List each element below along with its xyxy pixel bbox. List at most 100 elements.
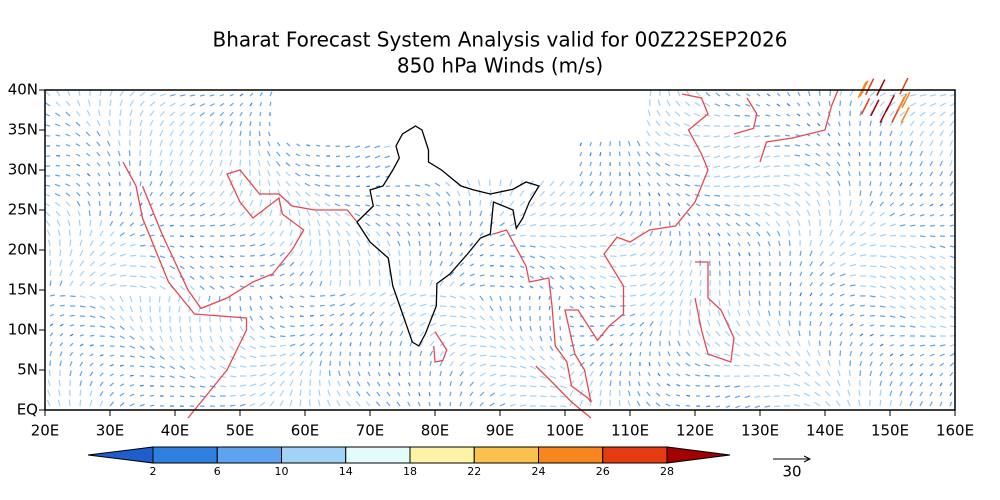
wind-vector — [219, 385, 226, 388]
wind-vector — [68, 399, 71, 407]
wind-vector — [139, 139, 142, 147]
wind-vector — [785, 124, 791, 127]
wind-vector — [649, 272, 657, 277]
wind-vector — [344, 212, 351, 217]
wind-vector — [239, 384, 247, 387]
wind-vector — [75, 153, 81, 157]
wind-vector — [879, 371, 883, 377]
wind-vector — [859, 370, 862, 377]
wind-vector — [339, 322, 344, 327]
wind-vector — [807, 91, 811, 97]
wind-vector — [879, 92, 886, 97]
wind-vector — [229, 190, 235, 197]
wind-vector — [398, 372, 401, 377]
wind-vector — [529, 335, 534, 342]
wind-vector — [399, 330, 404, 337]
wind-vector — [249, 221, 256, 227]
wind-vector — [829, 302, 834, 307]
wind-vector — [683, 154, 691, 157]
wind-vector — [199, 191, 205, 197]
wind-vector — [723, 185, 731, 188]
wind-vector — [159, 191, 164, 197]
wind-vector — [334, 203, 341, 207]
wind-vector — [326, 399, 331, 407]
wind-vector — [297, 209, 301, 217]
wind-vector — [797, 91, 801, 97]
wind-vector — [169, 365, 175, 370]
colorbar-cell — [409, 446, 475, 464]
wind-vector — [694, 102, 701, 107]
wind-vector — [753, 203, 761, 207]
wind-vector — [437, 211, 441, 217]
lon-label: 140E — [806, 422, 844, 440]
wind-vector — [685, 362, 691, 367]
wind-vector — [929, 94, 937, 97]
wind-vector — [609, 222, 616, 227]
wind-vector — [97, 109, 101, 117]
wind-vector — [296, 143, 301, 147]
wind-vector — [657, 372, 661, 377]
wind-vector — [469, 325, 477, 329]
wind-vector — [139, 129, 142, 137]
wind-vector — [59, 342, 64, 347]
wind-vector — [139, 100, 145, 107]
wind-vector — [909, 372, 914, 377]
wind-vector — [319, 249, 322, 257]
wind-vector — [766, 320, 771, 327]
wind-vector — [699, 279, 702, 287]
wind-vector — [199, 255, 204, 259]
wind-vector — [939, 192, 944, 197]
wind-vector — [315, 210, 321, 217]
wind-vector — [579, 295, 585, 300]
wind-vector — [169, 375, 175, 379]
wind-vector — [295, 153, 301, 157]
wind-vector — [276, 180, 281, 187]
wind-vector — [449, 261, 454, 267]
wind-vector — [365, 222, 371, 227]
wind-vector — [479, 325, 486, 330]
wind-vector — [327, 389, 331, 397]
wind-vector — [79, 399, 82, 407]
wind-vector — [129, 90, 135, 97]
lat-label: 40N — [8, 81, 38, 99]
wind-vector — [949, 181, 954, 187]
wind-vector — [259, 364, 267, 367]
wind-vector — [879, 110, 884, 117]
wind-vector — [664, 142, 671, 147]
wind-vector — [786, 92, 791, 97]
wind-vector — [609, 295, 616, 298]
wind-vector — [229, 335, 235, 342]
wind-vector — [355, 155, 361, 159]
wind-vector — [758, 290, 761, 297]
wind-vector — [678, 231, 681, 237]
subtitle: 850 hPa Winds (m/s) — [397, 54, 603, 78]
wind-vector — [509, 315, 513, 322]
wind-vector — [725, 213, 731, 217]
wind-vector — [107, 130, 111, 137]
wind-vector — [199, 395, 205, 398]
wind-vector — [929, 255, 936, 260]
wind-vector — [848, 121, 851, 127]
wind-vector — [579, 325, 584, 328]
wind-vector — [665, 393, 671, 397]
wind-vector — [397, 382, 401, 387]
wind-vector — [375, 222, 381, 227]
wind-vector — [309, 360, 313, 367]
wind-vector — [714, 352, 721, 357]
wind-vector — [686, 394, 691, 397]
wind-vector — [54, 201, 61, 207]
wind-vector — [79, 389, 82, 397]
wind-vector — [669, 250, 674, 257]
wind-vector — [785, 210, 791, 217]
wind-vector — [479, 210, 483, 217]
wind-vector — [268, 189, 271, 197]
wind-vector — [809, 302, 813, 307]
wind-vector — [919, 382, 923, 387]
wind-vector — [683, 164, 691, 167]
wind-vector — [269, 220, 274, 227]
wind-vector — [159, 93, 166, 97]
wind-vector — [259, 112, 262, 117]
wind-vector — [59, 333, 64, 337]
wind-vector — [279, 344, 286, 347]
